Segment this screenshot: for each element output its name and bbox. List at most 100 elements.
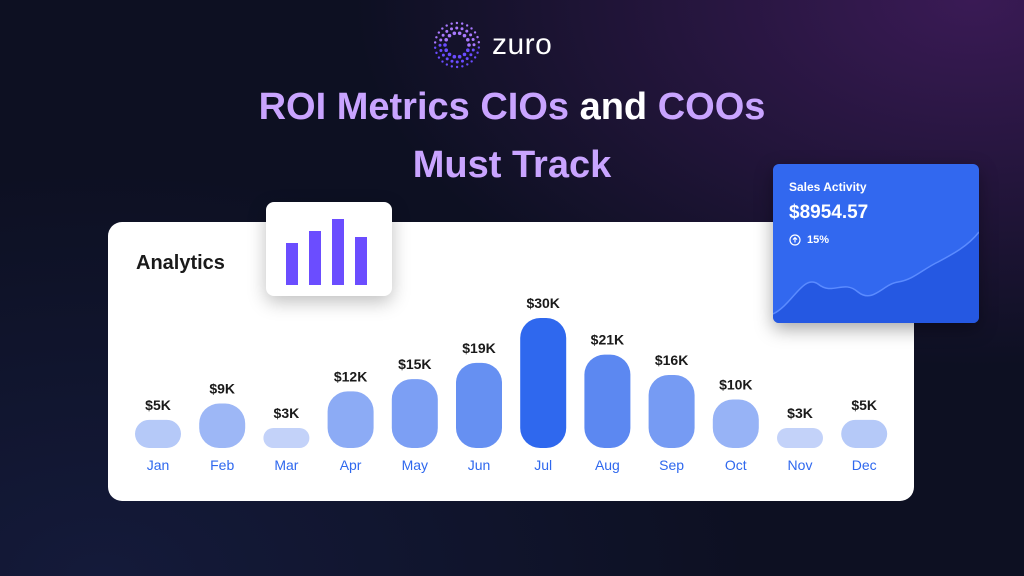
bar-jan <box>135 419 181 448</box>
brand-logo: zuro <box>432 20 552 70</box>
month-label: Dec <box>852 457 877 473</box>
bar-feb <box>199 403 246 448</box>
month-label: Nov <box>788 457 813 473</box>
logo-dot <box>435 51 438 55</box>
logo-dot <box>441 33 445 37</box>
logo-dot <box>465 57 469 61</box>
bar-jun <box>456 362 502 448</box>
logo-dot <box>452 31 457 36</box>
month-label: Mar <box>274 457 298 473</box>
logo-dot <box>473 31 477 34</box>
logo-dot <box>445 24 448 27</box>
logo-dot <box>445 57 449 61</box>
logo-dot <box>443 43 447 47</box>
month-label: Oct <box>725 457 747 473</box>
headline-line-2: Must Track <box>412 144 612 186</box>
month-label: Jul <box>534 457 552 473</box>
logo-dot <box>455 60 459 64</box>
logo-dot <box>439 38 443 42</box>
logo-dot <box>477 46 481 49</box>
logo-dot <box>450 27 454 31</box>
logo-dot <box>437 31 441 34</box>
logo-dot <box>476 51 479 54</box>
bar-apr <box>327 391 374 448</box>
logo-dot <box>470 27 473 30</box>
bar-may <box>391 379 438 448</box>
logo-dot <box>441 60 444 63</box>
sales-activity-card: Sales Activity $8954.57 15% <box>773 164 979 323</box>
logo-dot <box>461 65 464 68</box>
logo-dot <box>466 48 470 53</box>
analytics-bar-chart: $5K Jan $9K Feb $3K Mar $12K Apr $15K May $19K Jun $… <box>135 295 888 473</box>
month-label: Feb <box>210 457 234 473</box>
bar-oct <box>712 399 759 448</box>
logo-dot <box>471 38 475 42</box>
month-label: Jun <box>468 457 491 473</box>
logo-dot <box>455 65 459 69</box>
bar-value-label: $15K <box>398 356 431 372</box>
sales-activity-change: 15% <box>789 234 829 246</box>
logo-dot <box>450 59 454 63</box>
headline-coos: COOs <box>657 86 766 128</box>
bar-chart-icon <box>286 219 367 285</box>
logo-dot <box>466 63 469 66</box>
logo-dot <box>477 41 481 44</box>
logo-dot <box>470 60 473 63</box>
sales-activity-value: $8954.57 <box>789 202 869 223</box>
bar-jul <box>520 318 567 448</box>
bar-value-label: $12K <box>334 368 367 384</box>
logo-dot <box>437 56 441 59</box>
dotted-ring-logo-icon <box>433 21 481 69</box>
logo-dot <box>450 22 453 25</box>
bar-value-label: $21K <box>591 332 624 348</box>
logo-dot <box>465 24 469 27</box>
logo-dot <box>445 29 449 33</box>
logo-dot <box>455 21 459 25</box>
logo-dot <box>457 31 462 36</box>
logo-dot <box>439 48 443 52</box>
logo-dot <box>444 48 448 53</box>
month-label: May <box>402 457 428 473</box>
logo-dot <box>466 37 470 42</box>
logo-dot <box>447 52 452 57</box>
logo-dot <box>441 27 444 30</box>
logo-dot <box>433 41 437 44</box>
logo-dot <box>460 27 464 31</box>
logo-dot <box>460 59 464 63</box>
bar-nov <box>777 428 823 448</box>
headline-line-1: ROI Metrics CIOs and COOs <box>0 78 1024 136</box>
logo-dot <box>445 63 449 66</box>
logo-dot <box>467 43 471 47</box>
logo-dot <box>441 53 445 57</box>
bar-value-label: $10K <box>719 376 752 392</box>
logo-dot <box>469 53 473 57</box>
logo-dot <box>457 54 462 59</box>
logo-dot <box>433 46 437 49</box>
month-label: Jan <box>147 457 170 473</box>
logo-dot <box>447 33 452 38</box>
bar-value-label: $3K <box>787 405 813 421</box>
bar-dec <box>841 419 888 448</box>
bar-value-label: $19K <box>462 340 495 356</box>
bar-value-label: $9K <box>209 381 235 397</box>
logo-dot <box>455 26 459 30</box>
bar-value-label: $16K <box>655 352 688 368</box>
logo-dot <box>462 52 467 57</box>
arrow-up-circle-icon <box>789 234 801 246</box>
bar-mar <box>263 428 310 448</box>
brand-name: zuro <box>492 28 553 61</box>
logo-dot <box>450 65 454 68</box>
month-label: Aug <box>595 457 620 473</box>
month-label: Apr <box>340 457 362 473</box>
bar-value-label: $5K <box>851 397 877 413</box>
analytics-icon-tile <box>266 202 392 296</box>
logo-dot <box>472 43 476 47</box>
bar-value-label: $30K <box>526 295 559 311</box>
bar-value-label: $3K <box>274 405 300 421</box>
sales-activity-title: Sales Activity <box>789 180 867 194</box>
logo-dot <box>444 37 448 42</box>
headline-and: and <box>569 86 658 128</box>
sales-trend-wave <box>773 231 979 323</box>
logo-dot <box>435 36 438 39</box>
logo-dot <box>476 35 479 39</box>
